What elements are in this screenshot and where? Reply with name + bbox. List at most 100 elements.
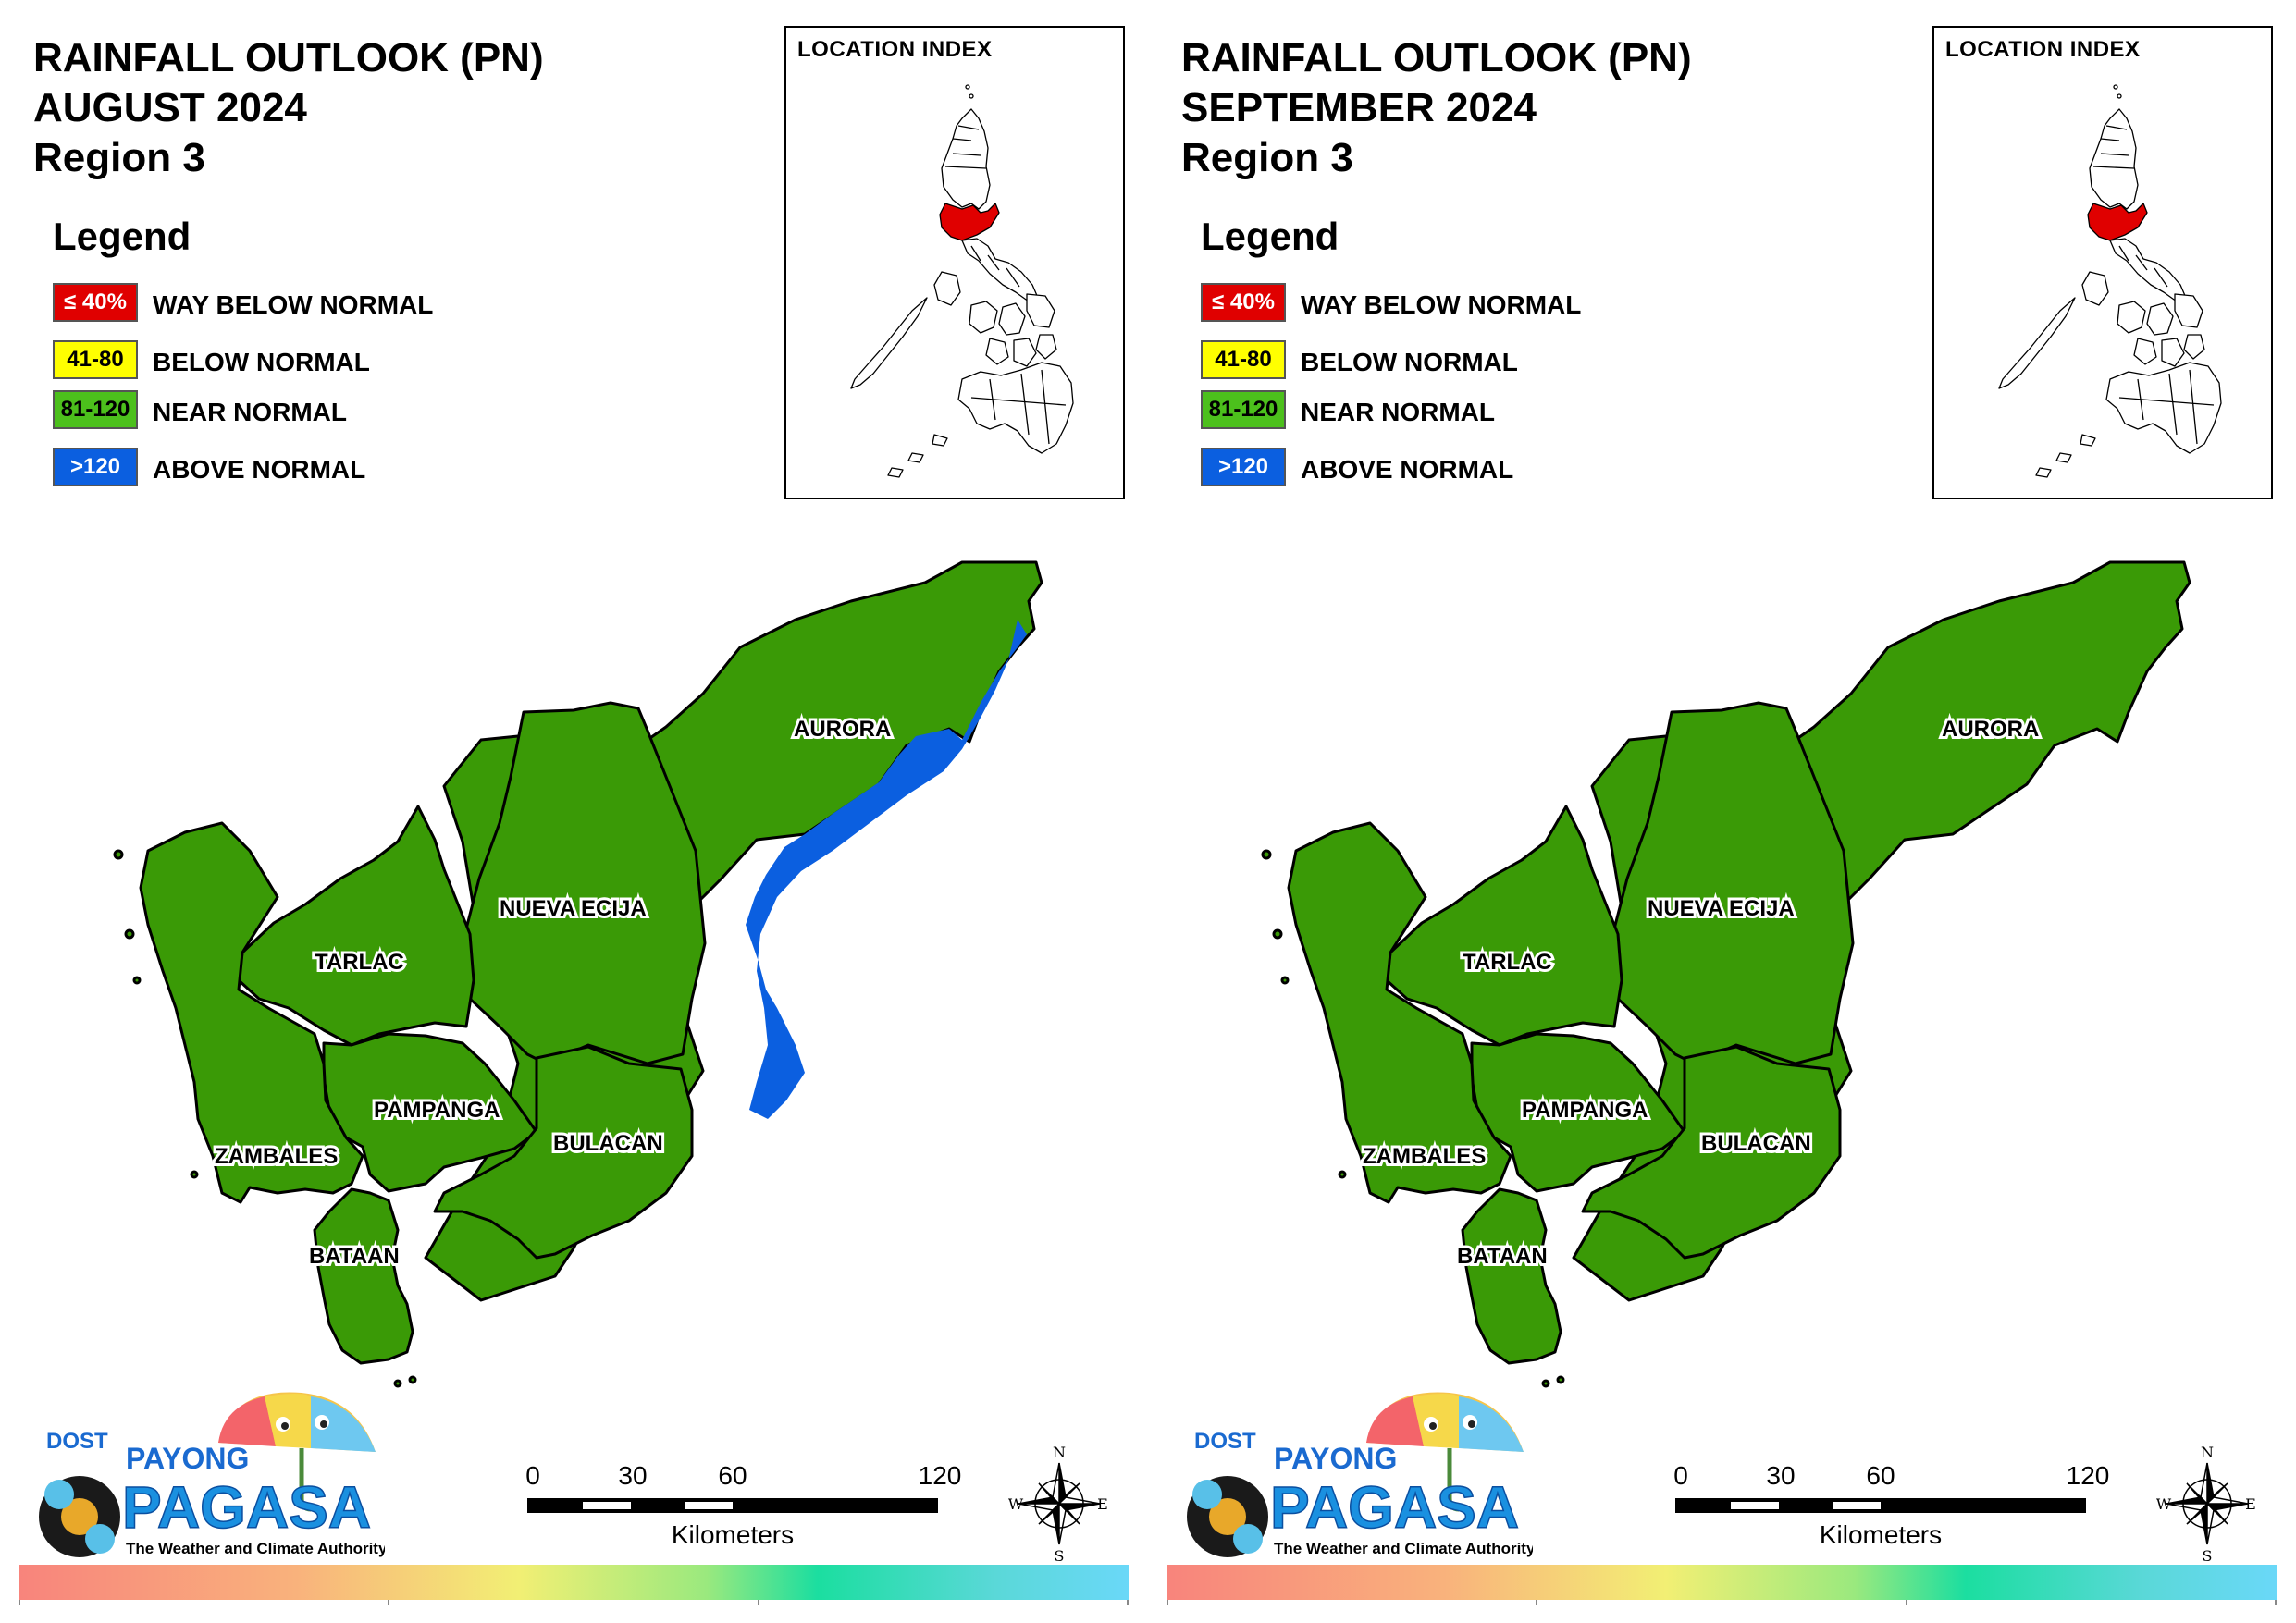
payong-text: PAYONG <box>126 1442 249 1475</box>
region-3-map: AURORA NUEVA ECIJA TARLAC PAMPANGA ZAMBA… <box>1261 560 2191 1388</box>
province-labels: AURORA NUEVA ECIJA TARLAC PAMPANGA ZAMBA… <box>212 714 894 1272</box>
scale-bar: 0 30 60 120 Kilometers <box>1666 1461 2119 1554</box>
pagasa-text: PAGASA <box>1270 1474 1519 1541</box>
scale-tick-0: 0 <box>525 1461 540 1490</box>
legend-title: Legend <box>1201 215 1339 258</box>
label-bataan: BATAAN <box>309 1244 400 1269</box>
province-labels: AURORA NUEVA ECIJA TARLAC PAMPANGA ZAMBA… <box>1360 714 2042 1272</box>
scale-tick-30: 30 <box>1766 1461 1796 1490</box>
umbrella-icon <box>218 1392 376 1512</box>
legend-swatch: ≤ 40% <box>1201 283 1286 322</box>
svg-text:N: N <box>1053 1444 1066 1461</box>
title-line-2: SEPTEMBER 2024 <box>1181 85 1537 130</box>
legend-swatch: >120 <box>1201 448 1286 486</box>
color-gradient-bar <box>1167 1565 2277 1605</box>
province-bataan <box>313 1187 414 1365</box>
label-tarlac: TARLAC <box>315 950 404 975</box>
above-normal-area <box>746 620 1027 1119</box>
scale-tick-0: 0 <box>1673 1461 1688 1490</box>
svg-text:W: W <box>1008 1495 1024 1513</box>
label-nueva-ecija: NUEVA ECIJA <box>500 896 647 921</box>
legend-label: ABOVE NORMAL <box>153 455 366 484</box>
location-index: LOCATION INDEX <box>784 26 1125 499</box>
legend-label: NEAR NORMAL <box>153 398 347 426</box>
pagasa-text: PAGASA <box>122 1474 371 1541</box>
label-zambales: ZAMBALES <box>215 1144 338 1169</box>
north-arrow-compass-icon: N S E W <box>1008 1444 1108 1563</box>
tagline-text: The Weather and Climate Authority <box>126 1540 385 1557</box>
legend-label: ABOVE NORMAL <box>1301 455 1514 484</box>
payong-pagasa-logo: DOST PAYONG PAGASA The Weather and Clima… <box>1181 1387 1536 1572</box>
svg-text:E: E <box>1097 1495 1108 1513</box>
scale-bar-graphic <box>527 1498 938 1513</box>
svg-text:N: N <box>2201 1444 2214 1461</box>
region-3-map: AURORA NUEVA ECIJA TARLAC PAMPANGA ZAMBA… <box>113 560 1043 1388</box>
dost-text: DOST <box>1194 1429 1256 1454</box>
payong-text: PAYONG <box>1274 1442 1397 1475</box>
province-nueva-ecija <box>1609 701 1855 1065</box>
map-title: RAINFALL OUTLOOK (PN) AUGUST 2024 Region… <box>33 33 544 183</box>
title-line-2: AUGUST 2024 <box>33 85 307 130</box>
scale-tick-120: 120 <box>918 1461 962 1490</box>
color-gradient-bar <box>19 1565 1129 1605</box>
province-zambales <box>1287 821 1512 1204</box>
province-bataan <box>1461 1187 1562 1365</box>
legend-swatch: 81-120 <box>53 390 138 429</box>
label-bulacan: BULACAN <box>1701 1131 1811 1156</box>
province-zambales <box>139 821 364 1204</box>
scale-bar: 0 30 60 120 Kilometers <box>518 1461 971 1554</box>
label-aurora: AURORA <box>794 717 891 742</box>
scale-tick-30: 30 <box>618 1461 648 1490</box>
label-pampanga: PAMPANGA <box>1522 1098 1648 1123</box>
province-bulacan <box>1581 1045 1842 1260</box>
location-index: LOCATION INDEX <box>1932 26 2273 499</box>
panel-september: RAINFALL OUTLOOK (PN) SEPTEMBER 2024 Reg… <box>1148 0 2296 1623</box>
dost-seal-icon <box>39 1476 120 1557</box>
label-pampanga: PAMPANGA <box>374 1098 500 1123</box>
province-tarlac <box>1385 805 1623 1047</box>
legend-label: WAY BELOW NORMAL <box>1301 290 1582 319</box>
map-title: RAINFALL OUTLOOK (PN) SEPTEMBER 2024 Reg… <box>1181 33 1692 183</box>
title-line-3: Region 3 <box>1181 135 1353 180</box>
payong-pagasa-logo: DOST PAYONG PAGASA The Weather and Clima… <box>33 1387 388 1572</box>
dost-text: DOST <box>46 1429 108 1454</box>
province-nueva-ecija <box>461 701 707 1065</box>
province-bulacan <box>433 1045 694 1260</box>
legend-title: Legend <box>53 215 191 258</box>
label-zambales: ZAMBALES <box>1363 1144 1486 1169</box>
philippines-index-map <box>850 84 1074 478</box>
location-index-title: LOCATION INDEX <box>1945 37 2141 62</box>
svg-text:S: S <box>2203 1547 2213 1563</box>
legend-label: WAY BELOW NORMAL <box>153 290 434 319</box>
title-line-1: RAINFALL OUTLOOK (PN) <box>33 35 544 80</box>
tagline-text: The Weather and Climate Authority <box>1274 1540 1533 1557</box>
legend-swatch: >120 <box>53 448 138 486</box>
legend-swatch: 41-80 <box>1201 340 1286 379</box>
title-line-3: Region 3 <box>33 135 205 180</box>
scale-tick-60: 60 <box>718 1461 747 1490</box>
dost-seal-icon <box>1187 1476 1268 1557</box>
title-line-1: RAINFALL OUTLOOK (PN) <box>1181 35 1692 80</box>
umbrella-icon <box>1366 1392 1524 1512</box>
province-tarlac <box>237 805 475 1047</box>
label-bataan: BATAAN <box>1457 1244 1548 1269</box>
svg-text:W: W <box>2156 1495 2172 1513</box>
scale-tick-60: 60 <box>1866 1461 1895 1490</box>
legend-label: BELOW NORMAL <box>153 348 370 376</box>
legend-swatch: 81-120 <box>1201 390 1286 429</box>
panel-august: RAINFALL OUTLOOK (PN) AUGUST 2024 Region… <box>19 26 1129 1605</box>
scale-bar-graphic <box>1675 1498 2086 1513</box>
label-nueva-ecija: NUEVA ECIJA <box>1648 896 1795 921</box>
legend-label: BELOW NORMAL <box>1301 348 1518 376</box>
north-arrow-compass-icon: N S E W <box>2156 1444 2256 1563</box>
label-tarlac: TARLAC <box>1463 950 1552 975</box>
legend-label: NEAR NORMAL <box>1301 398 1495 426</box>
legend-swatch: 41-80 <box>53 340 138 379</box>
label-bulacan: BULACAN <box>553 1131 663 1156</box>
location-index-title: LOCATION INDEX <box>797 37 993 62</box>
legend-swatch: ≤ 40% <box>53 283 138 322</box>
svg-text:E: E <box>2245 1495 2256 1513</box>
philippines-index-map <box>1998 84 2222 478</box>
svg-text:S: S <box>1055 1547 1065 1563</box>
label-aurora: AURORA <box>1942 717 2039 742</box>
